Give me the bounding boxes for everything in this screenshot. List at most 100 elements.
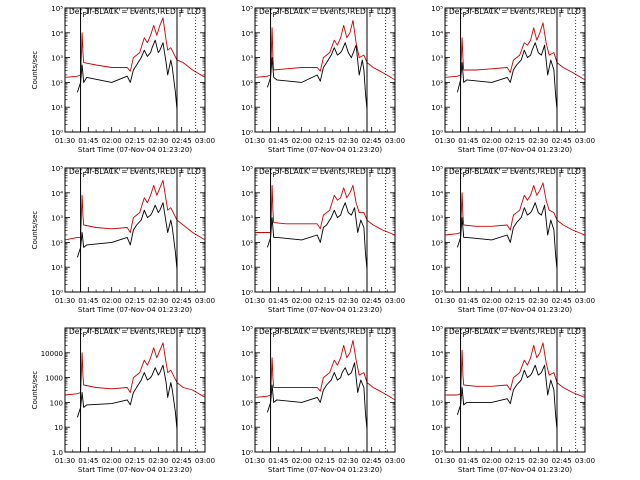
- x-tick-label: 01:30: [245, 137, 265, 145]
- y-axis-label: Counts/sec: [31, 211, 39, 250]
- x-tick-label: 02:45: [552, 297, 572, 305]
- series-line-lld: [254, 19, 396, 81]
- x-tick-label: 02:30: [528, 137, 548, 145]
- y-tick-label: 10⁴: [51, 190, 63, 198]
- panel-title: Det 5f-BLACK = Events, RED = LLD: [259, 167, 391, 176]
- y-tick-label: 10¹: [431, 264, 443, 272]
- x-tick-label: 02:00: [292, 457, 312, 465]
- x-tick-label: 02:30: [338, 457, 358, 465]
- panel-title: Det 3f-BLACK = Events, RED = LLD: [449, 7, 581, 16]
- series-line-lld: [64, 17, 206, 78]
- y-tick-label: 10⁵: [241, 165, 253, 173]
- y-tick-label: 10⁰: [431, 289, 443, 297]
- y-tick-label: 10²: [241, 79, 253, 87]
- y-tick-label: 10000: [41, 350, 63, 358]
- x-tick-label: 02:15: [315, 457, 335, 465]
- x-axis-label: Start Time (07-Nov-04 01:23:20): [458, 306, 572, 314]
- series-line-lld: [254, 339, 396, 401]
- y-tick-label: 10³: [241, 55, 253, 63]
- y-tick-label: 10⁴: [241, 190, 253, 198]
- y-tick-label: 10⁵: [241, 325, 253, 333]
- y-tick-label: 1000: [45, 375, 63, 383]
- y-tick-label: 10²: [431, 399, 443, 407]
- y-tick-label: 10⁰: [431, 129, 443, 137]
- y-tick-label: 10⁰: [51, 129, 63, 137]
- marker-label: F: [463, 331, 467, 339]
- series-line-events: [76, 364, 178, 430]
- x-axis-label: Start Time (07-Nov-04 01:23:20): [78, 466, 192, 474]
- x-tick-label: 01:45: [268, 137, 288, 145]
- x-tick-label: 02:00: [482, 297, 502, 305]
- marker-label: I: [559, 11, 561, 19]
- plot-frame: [254, 327, 396, 453]
- x-tick-label: 03:00: [195, 137, 215, 145]
- y-tick-label: 1.0: [52, 449, 63, 457]
- y-tick-label: 10³: [241, 215, 253, 223]
- y-tick-label: 10²: [431, 79, 443, 87]
- y-tick-label: 10¹: [431, 424, 443, 432]
- marker-label: I: [369, 331, 371, 339]
- x-tick-label: 02:15: [505, 297, 525, 305]
- x-tick-label: 02:00: [102, 137, 122, 145]
- x-tick-label: 02:15: [315, 137, 335, 145]
- series-line-lld: [64, 179, 206, 241]
- panel-title: Det 7f-BLACK = Events, RED = LLD: [69, 327, 201, 336]
- plot-frame: [64, 167, 206, 293]
- x-axis-label: Start Time (07-Nov-04 01:23:20): [268, 146, 382, 154]
- y-axis-label: Counts/sec: [31, 371, 39, 410]
- plot-frame: [64, 7, 206, 133]
- x-tick-label: 01:30: [435, 457, 455, 465]
- x-tick-label: 01:30: [55, 457, 75, 465]
- y-tick-label: 10⁴: [51, 30, 63, 38]
- y-tick-label: 10⁰: [431, 449, 443, 457]
- x-tick-label: 03:00: [385, 457, 405, 465]
- series-line-events: [456, 42, 558, 110]
- x-tick-label: 01:30: [435, 137, 455, 145]
- panel-title: Det 1f-BLACK = Events, RED = LLD: [69, 7, 201, 16]
- y-tick-label: 10³: [51, 215, 63, 223]
- x-tick-label: 02:45: [362, 457, 382, 465]
- y-tick-label: 10³: [431, 375, 443, 383]
- marker-label: F: [273, 171, 277, 179]
- y-tick-label: 10⁵: [51, 165, 63, 173]
- x-tick-label: 02:15: [505, 457, 525, 465]
- y-tick-label: 10⁵: [431, 165, 443, 173]
- panel-title: Det 2f-BLACK = Events, RED = LLD: [259, 7, 391, 16]
- marker-label: I: [559, 331, 561, 339]
- x-tick-label: 02:00: [292, 297, 312, 305]
- y-tick-label: 10¹: [51, 104, 63, 112]
- series-line-events: [76, 202, 178, 270]
- x-tick-label: 02:45: [172, 137, 192, 145]
- y-tick-label: 10⁰: [241, 129, 253, 137]
- y-tick-label: 10²: [51, 79, 63, 87]
- y-tick-label: 100: [50, 399, 63, 407]
- x-tick-label: 01:45: [458, 297, 478, 305]
- x-tick-label: 02:30: [338, 137, 358, 145]
- x-tick-label: 02:15: [125, 297, 145, 305]
- x-tick-label: 01:30: [435, 297, 455, 305]
- y-tick-label: 10⁴: [241, 350, 253, 358]
- y-tick-label: 10²: [51, 239, 63, 247]
- x-axis-label: Start Time (07-Nov-04 01:23:20): [78, 146, 192, 154]
- x-tick-label: 01:45: [78, 457, 98, 465]
- y-tick-label: 10³: [241, 375, 253, 383]
- x-tick-label: 02:45: [172, 457, 192, 465]
- x-tick-label: 02:00: [292, 137, 312, 145]
- marker-label: I: [369, 171, 371, 179]
- x-tick-label: 02:30: [148, 297, 168, 305]
- x-tick-label: 01:45: [78, 297, 98, 305]
- panel-title: Det 4f-BLACK = Events, RED = LLD: [69, 167, 201, 176]
- y-tick-label: 10⁴: [431, 190, 443, 198]
- y-axis-label: Counts/sec: [31, 51, 39, 90]
- series-line-events: [456, 202, 558, 270]
- y-tick-label: 10⁴: [241, 30, 253, 38]
- x-tick-label: 01:30: [55, 137, 75, 145]
- y-tick-label: 10¹: [241, 104, 253, 112]
- marker-label: F: [83, 331, 87, 339]
- x-tick-label: 02:45: [552, 137, 572, 145]
- y-tick-label: 10¹: [51, 264, 63, 272]
